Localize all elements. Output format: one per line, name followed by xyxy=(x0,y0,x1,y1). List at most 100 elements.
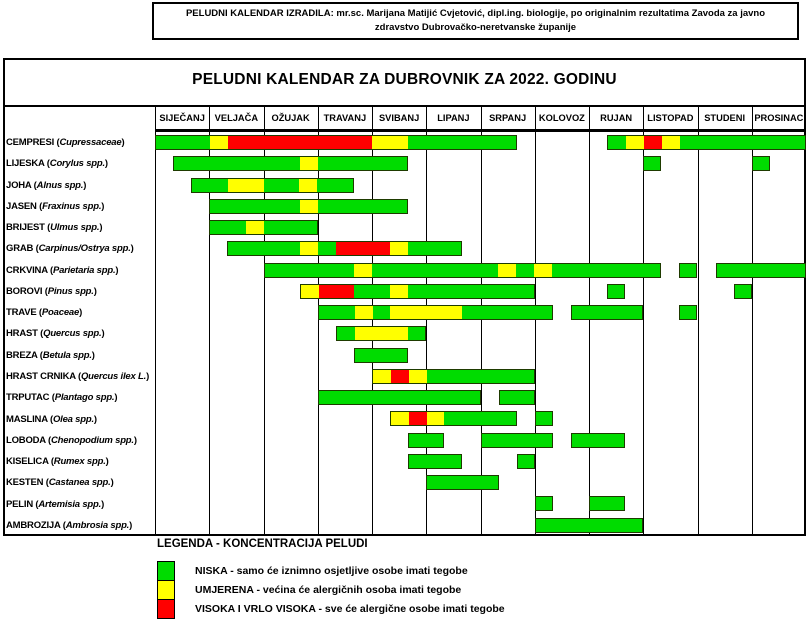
row-label: TRPUTAC (Plantago spp.) xyxy=(6,392,118,404)
latin-name: Quercus ilex L. xyxy=(80,371,147,383)
latin-name: Corylus spp. xyxy=(49,158,105,170)
pollen-bar xyxy=(643,156,662,172)
pollen-bar xyxy=(209,220,318,236)
pollen-bar xyxy=(408,432,445,448)
row-label: AMBROZIJA (Ambrosia spp.) xyxy=(6,519,133,531)
bar-segment-low xyxy=(409,454,462,468)
latin-name: Fraxinus spp. xyxy=(42,200,102,212)
calendar-table: PELUDNI KALENDAR ZA DUBROVNIK ZA 2022. G… xyxy=(3,58,806,536)
month-header-1: SIJEČANJ xyxy=(159,113,205,123)
bar-segment-moderate xyxy=(299,199,318,213)
pollen-bar xyxy=(390,411,517,427)
month-gridline xyxy=(589,106,590,536)
latin-name: Ulmus spp. xyxy=(50,222,100,234)
latin-name: Poaceae xyxy=(41,307,80,319)
chart-title: PELUDNI KALENDAR ZA DUBROVNIK ZA 2022. G… xyxy=(192,71,617,88)
bar-segment-low xyxy=(716,263,805,277)
pollen-bar xyxy=(426,475,499,491)
bar-segment-low xyxy=(174,157,300,171)
bar-segment-low xyxy=(517,454,534,468)
row-label: CRKVINA (Parietaria spp.) xyxy=(6,264,119,276)
month-gridline xyxy=(534,106,536,536)
row-label: KISELICA (Rumex spp.) xyxy=(6,456,109,468)
pollen-bar xyxy=(299,283,535,299)
bar-segment-low xyxy=(407,242,462,256)
pollen-bar xyxy=(589,496,626,512)
bar-segment-low xyxy=(462,306,552,320)
month-header-10: LISTOPAD xyxy=(647,113,694,123)
bar-segment-low xyxy=(317,178,353,192)
bar-segment-high xyxy=(335,242,390,256)
bar-segment-low xyxy=(535,518,643,532)
bar-segment-moderate xyxy=(354,263,373,277)
row-label: HRAST CRNIKA (Quercus ilex L.) xyxy=(6,371,150,383)
month-gridline xyxy=(426,106,428,536)
pollen-bar xyxy=(372,368,535,384)
bar-segment-low xyxy=(680,263,697,277)
latin-name: Olea spp. xyxy=(52,413,94,425)
header-top-rule xyxy=(3,105,806,107)
bar-segment-low xyxy=(516,263,535,277)
pollen-bar xyxy=(570,432,626,448)
row-label: BOROVI (Pinus spp.) xyxy=(6,285,97,297)
legend-item-text: UMJERENA - većina će alergičnih osoba im… xyxy=(195,584,462,596)
pollen-bar xyxy=(263,262,662,278)
bar-segment-low xyxy=(192,178,228,192)
month-header-4: TRAVANJ xyxy=(323,113,367,123)
bar-segment-moderate xyxy=(391,412,409,426)
bar-segment-low xyxy=(734,284,751,298)
pollen-bar xyxy=(516,453,535,469)
pollen-bar xyxy=(408,453,463,469)
bar-segment-moderate xyxy=(390,284,409,298)
bar-segment-high xyxy=(318,284,355,298)
credit-line-1: PELUDNI KALENDAR IZRADILA: mr.sc. Marija… xyxy=(185,7,766,19)
latin-name: Alnus spp. xyxy=(36,179,84,191)
latin-name: Castanea spp. xyxy=(48,477,111,489)
month-gridline xyxy=(263,106,265,536)
pollen-bar xyxy=(480,432,553,448)
bar-segment-low xyxy=(552,263,661,277)
row-label: HRAST (Quercus spp.) xyxy=(6,328,105,340)
bar-segment-low xyxy=(444,412,516,426)
legend-item-text: NISKA - samo će iznimno osjetljive osobe… xyxy=(195,565,468,577)
credit-banner: PELUDNI KALENDAR IZRADILA: mr.sc. Marija… xyxy=(152,2,799,40)
pollen-bar xyxy=(155,135,517,150)
legend-swatch-low xyxy=(157,561,175,581)
pollen-bar xyxy=(498,390,535,406)
bar-segment-moderate xyxy=(245,221,264,235)
bar-segment-low xyxy=(426,369,534,383)
pollen-bar xyxy=(733,283,752,299)
bar-segment-moderate xyxy=(389,242,408,256)
month-header-5: SVIBANJ xyxy=(378,113,420,123)
bar-segment-low xyxy=(317,199,408,213)
bar-segment-low xyxy=(264,263,355,277)
pollen-bar xyxy=(534,411,553,427)
month-gridline xyxy=(751,106,753,536)
latin-name: Quercus spp. xyxy=(43,328,102,340)
bar-segment-low xyxy=(679,136,805,149)
month-header-9: RUJAN xyxy=(600,113,633,123)
bar-segment-high xyxy=(408,412,427,426)
pollen-bar xyxy=(570,305,644,321)
bar-segment-low xyxy=(210,199,300,213)
row-label: KESTEN (Castanea spp.) xyxy=(6,477,114,489)
latin-name: Rumex spp. xyxy=(53,456,106,468)
pollen-bar xyxy=(209,198,409,214)
month-header-7: SRPANJ xyxy=(489,113,527,123)
bar-segment-moderate xyxy=(300,242,318,256)
row-label: MASLINA (Olea spp.) xyxy=(6,413,97,425)
bar-segment-moderate xyxy=(408,369,427,383)
latin-name: Plantago spp. xyxy=(54,392,115,404)
row-label: BRIJEST (Ulmus spp.) xyxy=(6,222,103,234)
bar-segment-low xyxy=(608,136,626,149)
pollen-bar xyxy=(715,262,806,278)
bar-segment-low xyxy=(409,433,444,447)
bar-segment-moderate xyxy=(661,136,680,149)
bar-segment-moderate xyxy=(390,306,463,320)
latin-name: Artemisia spp. xyxy=(38,498,102,510)
bar-segment-low xyxy=(407,327,426,341)
month-header-8: KOLOVOZ xyxy=(538,113,585,123)
pollen-bar xyxy=(751,156,770,172)
row-label: JASEN (Fraxinus spp.) xyxy=(6,200,105,212)
bar-segment-moderate xyxy=(300,284,319,298)
